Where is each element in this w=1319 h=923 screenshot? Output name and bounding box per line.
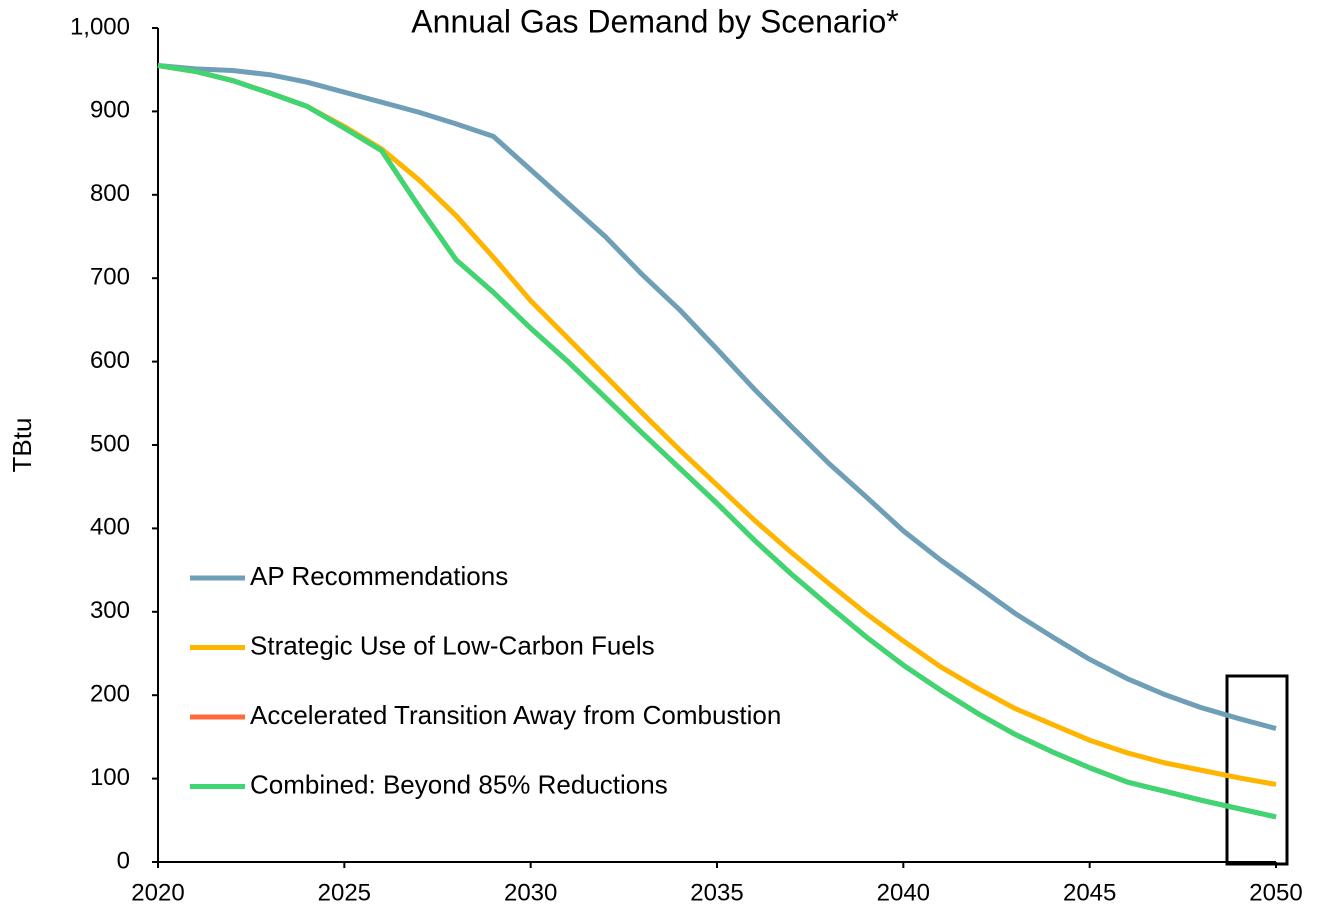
- y-tick-label: 300: [90, 597, 130, 624]
- y-tick-label: 500: [90, 430, 130, 457]
- y-axis-label: TBtu: [7, 418, 37, 473]
- highlight-box: [1225, 674, 1289, 866]
- y-tick-label: 1,000: [70, 13, 130, 40]
- x-tick-label: 2025: [318, 879, 371, 906]
- y-tick-label: 100: [90, 764, 130, 791]
- y-tick-label: 800: [90, 180, 130, 207]
- x-tick-label: 2020: [131, 879, 184, 906]
- x-tick-label: 2035: [690, 879, 743, 906]
- series-line: [157, 63, 1277, 787]
- legend-label: AP Recommendations: [250, 561, 508, 591]
- y-tick-label: 600: [90, 347, 130, 374]
- legend-label: Combined: Beyond 85% Reductions: [250, 769, 668, 799]
- x-tick-label: 2050: [1249, 879, 1302, 906]
- series-line: [157, 63, 1277, 731]
- y-tick-label: 0: [117, 847, 130, 874]
- x-tick-label: 2045: [1063, 879, 1116, 906]
- legend-label: Accelerated Transition Away from Combust…: [250, 700, 781, 730]
- legend-label: Strategic Use of Low-Carbon Fuels: [250, 630, 655, 660]
- x-tick-label: 2030: [504, 879, 557, 906]
- chart-title: Annual Gas Demand by Scenario*: [411, 3, 898, 39]
- y-tick-label: 400: [90, 514, 130, 541]
- y-tick-label: 700: [90, 264, 130, 291]
- series-line: [157, 63, 1277, 820]
- x-tick-label: 2040: [877, 879, 930, 906]
- y-tick-label: 200: [90, 681, 130, 708]
- y-tick-label: 900: [90, 97, 130, 124]
